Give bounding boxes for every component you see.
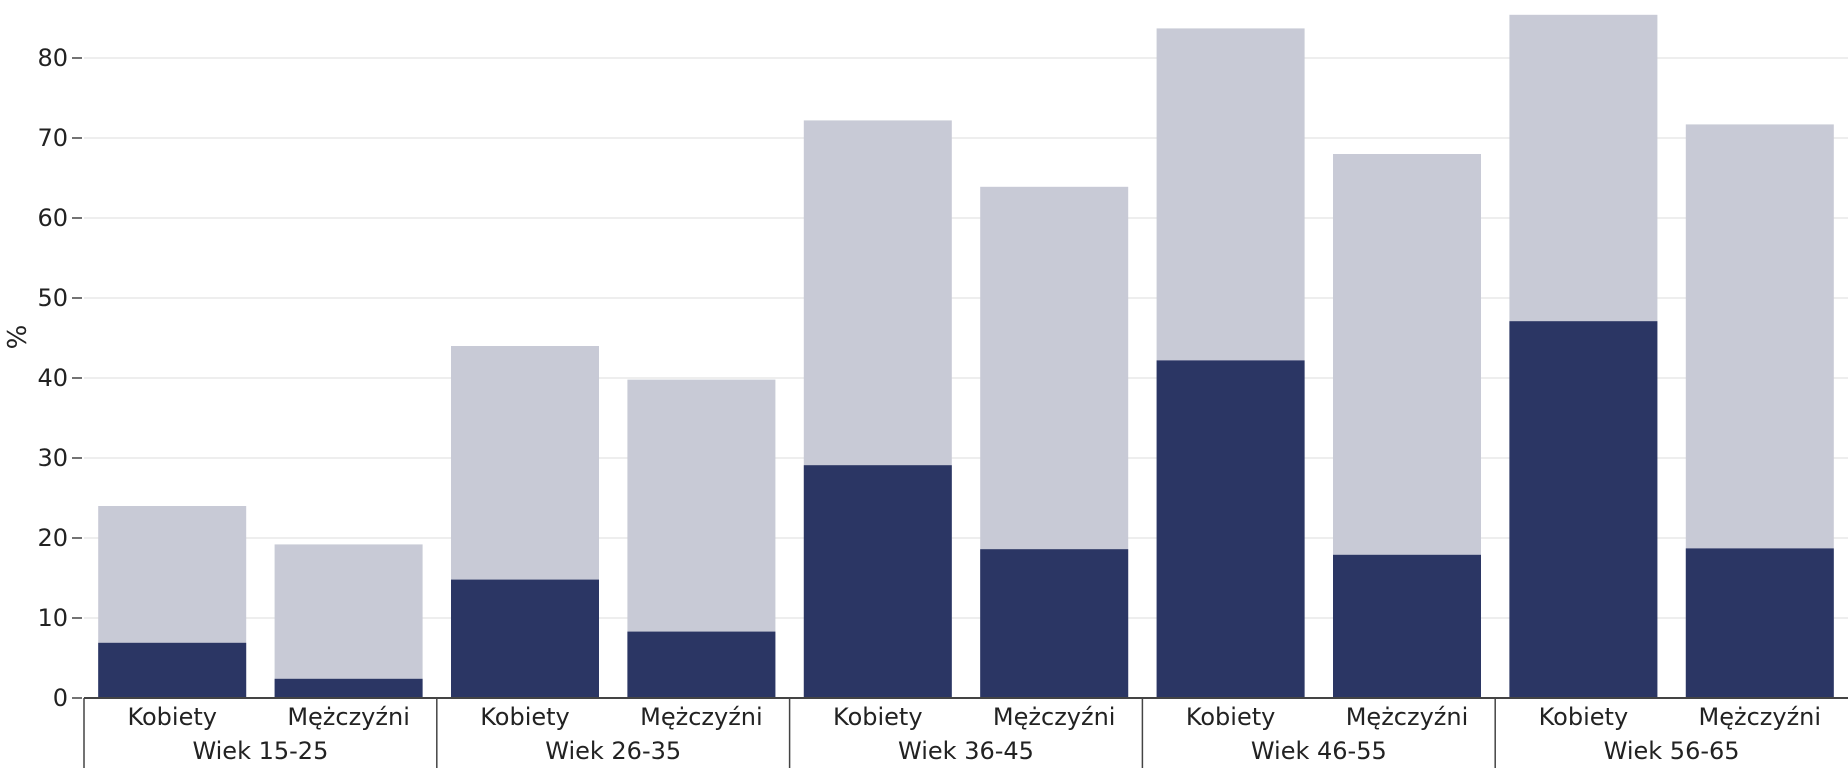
bar (1156, 360, 1305, 698)
bar (451, 579, 599, 698)
category-label: Kobiety (480, 703, 570, 731)
group-label: Wiek 36-45 (898, 737, 1034, 765)
category-label: Mężczyźni (1346, 703, 1469, 731)
bar (1509, 321, 1658, 698)
y-tick-label: 0 (53, 684, 68, 712)
y-tick-label: 80 (37, 44, 68, 72)
category-label: Kobiety (833, 703, 923, 731)
category-label: Mężczyźni (287, 703, 410, 731)
category-label: Mężczyźni (640, 703, 763, 731)
bar (98, 642, 247, 698)
y-axis: 0 10 20 30 40 50 60 70 80 (37, 44, 82, 712)
bar (1685, 548, 1834, 698)
bar (980, 549, 1129, 698)
bar (274, 544, 423, 698)
gridlines (84, 57, 1848, 619)
group-label: Wiek 46-55 (1251, 737, 1387, 765)
category-label: Kobiety (1186, 703, 1276, 731)
y-tick-label: 20 (37, 524, 68, 552)
bar (803, 465, 952, 698)
bar (274, 678, 423, 698)
y-tick-label: 10 (37, 604, 68, 632)
group-label: Wiek 15-25 (192, 737, 328, 765)
y-tick-label: 40 (37, 364, 68, 392)
y-tick-label: 70 (37, 124, 68, 152)
bar (1333, 554, 1481, 698)
y-tick-label: 60 (37, 204, 68, 232)
bar (627, 631, 776, 698)
x-axis: Kobiety Mężczyźni Wiek 15-25 Kobiety Mężczyź… (83, 697, 1848, 768)
y-tick-label: 50 (37, 284, 68, 312)
category-label: Kobiety (1539, 703, 1629, 731)
y-axis-label: % (3, 325, 33, 350)
category-label: Kobiety (127, 703, 217, 731)
bars (98, 14, 1834, 699)
group-label: Wiek 26-35 (545, 737, 681, 765)
category-label: Mężczyźni (993, 703, 1116, 731)
category-label: Mężczyźni (1699, 703, 1822, 731)
y-tick-label: 30 (37, 444, 68, 472)
group-label: Wiek 56-65 (1604, 737, 1740, 765)
